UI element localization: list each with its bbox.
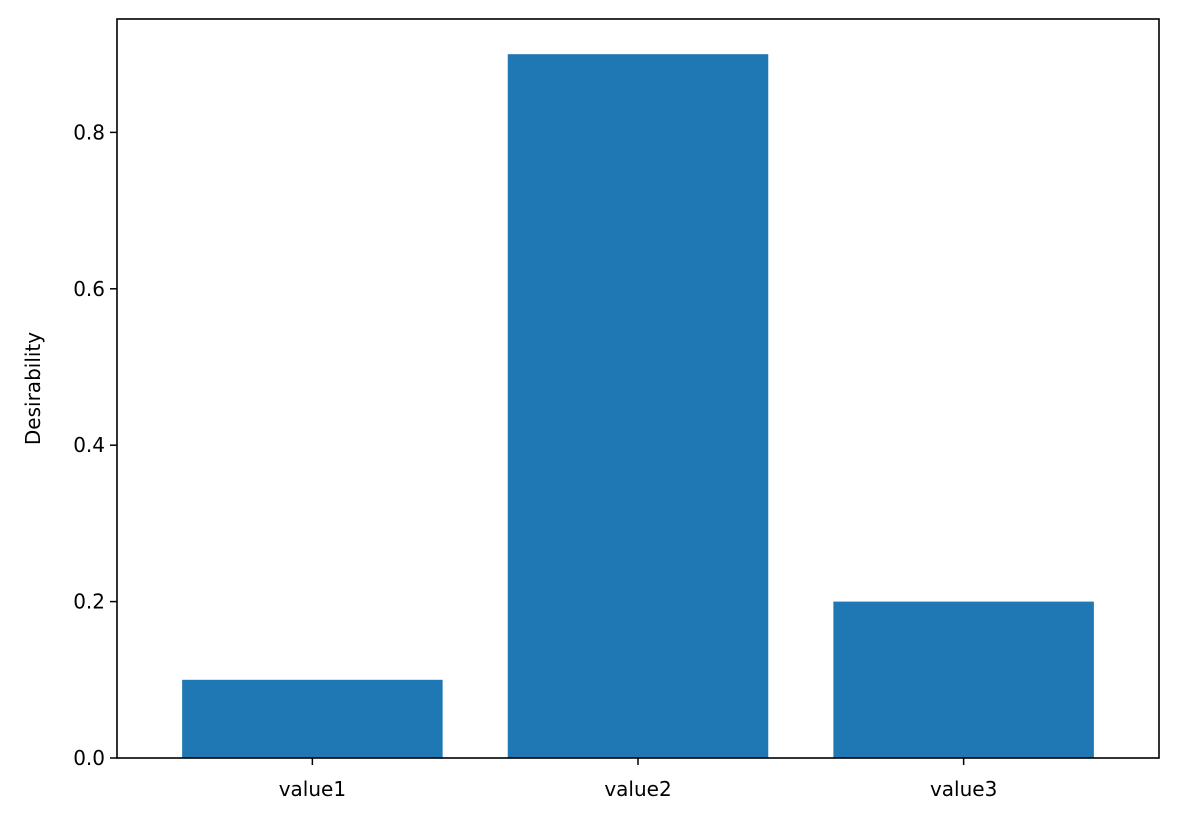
y-tick-label: 0.8 [73, 120, 105, 144]
y-tick-label: 0.2 [73, 590, 105, 614]
y-axis: 0.0 0.2 0.4 0.6 0.8 [73, 120, 117, 770]
bar-value1 [182, 679, 443, 758]
y-axis-label: Desirability [21, 332, 45, 445]
bar-value3 [833, 601, 1094, 758]
x-axis: value1 value2 value3 [279, 758, 997, 801]
x-tick-label: value2 [604, 777, 671, 801]
bars-layer [182, 54, 1094, 758]
x-tick-label: value1 [279, 777, 346, 801]
bar-value2 [507, 54, 769, 758]
x-tick-label: value3 [930, 777, 997, 801]
y-tick-label: 0.0 [73, 746, 105, 770]
y-tick-label: 0.6 [73, 277, 105, 301]
y-tick-label: 0.4 [73, 433, 105, 457]
